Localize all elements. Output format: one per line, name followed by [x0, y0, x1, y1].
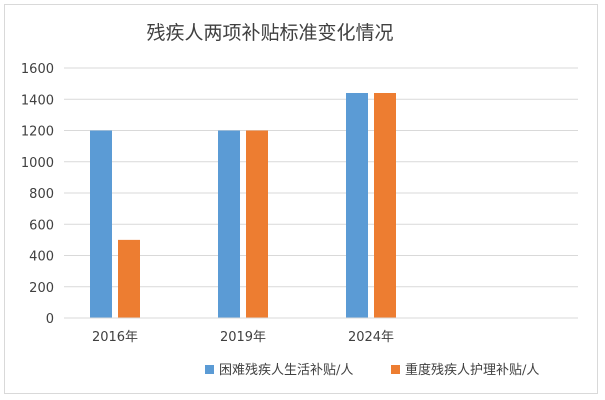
y-tick-label: 1400 [21, 93, 54, 108]
bar [90, 130, 112, 318]
y-tick-label: 400 [29, 250, 54, 265]
legend: 困难残疾人生活补贴/人 重度残疾人护理补贴/人 [205, 362, 539, 378]
x-axis: 2016年 2019年 2024年 [64, 317, 578, 345]
x-tick-label: 2024年 [348, 330, 394, 345]
bar [218, 130, 240, 318]
bar [346, 93, 368, 318]
bar [246, 130, 268, 318]
legend-label: 困难残疾人生活补贴/人 [219, 363, 353, 378]
legend-swatch [205, 365, 214, 374]
x-tick-label: 2016年 [92, 330, 138, 345]
y-axis: 0 200 400 600 800 1000 1200 1400 1600 [21, 62, 54, 327]
bar [118, 239, 140, 318]
y-tick-label: 1600 [21, 62, 54, 77]
legend-label: 重度残疾人护理补贴/人 [405, 362, 539, 378]
gridlines [64, 67, 578, 319]
y-tick-label: 600 [29, 218, 54, 233]
bars [90, 93, 396, 318]
bar [374, 93, 396, 318]
y-tick-label: 0 [46, 312, 54, 327]
x-tick-label: 2019年 [220, 330, 266, 345]
chart-title: 残疾人两项补贴标准变化情况 [146, 22, 394, 44]
y-tick-label: 200 [29, 281, 54, 296]
y-tick-label: 1200 [21, 125, 54, 140]
legend-swatch [391, 365, 400, 374]
y-tick-label: 1000 [21, 156, 54, 171]
y-tick-label: 800 [29, 187, 54, 202]
